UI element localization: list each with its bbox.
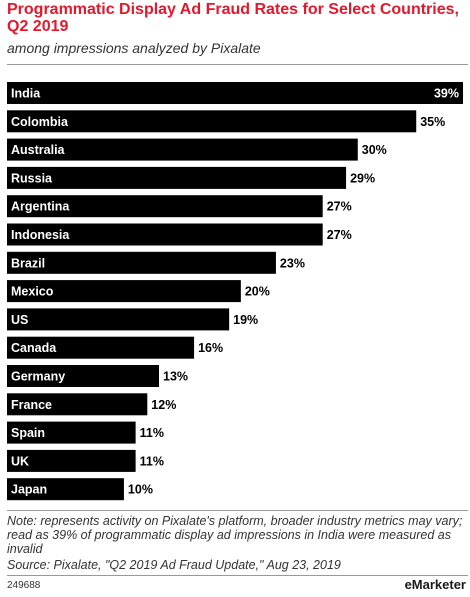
category-label: UK (11, 454, 29, 468)
category-label: Japan (11, 483, 47, 497)
category-label: US (11, 313, 28, 327)
value-label: 35% (420, 115, 445, 129)
category-label: Spain (11, 426, 45, 440)
bar-uk (7, 449, 136, 472)
value-label: 27% (327, 228, 352, 242)
chart-subtitle: among impressions analyzed by Pixalate (7, 40, 261, 56)
category-label: Canada (11, 341, 57, 355)
bar-canada (7, 336, 195, 359)
category-label: India (11, 87, 41, 101)
value-label: 13% (163, 370, 188, 384)
bar-france (7, 393, 148, 416)
bar-japan (7, 478, 124, 501)
value-label: 11% (140, 454, 164, 468)
value-label: 11% (140, 426, 164, 440)
bar-australia (7, 138, 358, 161)
value-label: 29% (350, 171, 375, 185)
chart-id: 249688 (7, 580, 41, 591)
value-label: 39% (434, 87, 459, 101)
bar-spain (7, 421, 136, 444)
bar-argentina (7, 195, 323, 218)
value-label: 10% (128, 483, 153, 497)
category-label: Mexico (11, 285, 54, 299)
bar-russia (7, 166, 347, 189)
category-label: Colombia (11, 115, 69, 129)
bar-germany (7, 365, 159, 387)
chart-title: Programmatic Display Ad Fraud Rates for … (7, 1, 459, 35)
bar-indonesia (7, 223, 323, 246)
bar-brazil (7, 251, 276, 274)
category-label: Germany (11, 370, 65, 384)
value-label: 19% (233, 313, 258, 327)
notes-divider (7, 510, 468, 511)
value-label: 20% (245, 285, 270, 299)
chart-note: Note: represents activity on Pixalate's … (7, 514, 463, 556)
value-label: 16% (198, 341, 223, 355)
category-label: Brazil (11, 256, 45, 270)
bar-chart: India 39% Colombia 35% Australia 30% Russia 29%… (7, 82, 463, 501)
category-label: Russia (11, 171, 53, 185)
bar-india (7, 82, 463, 104)
value-label: 27% (327, 200, 352, 214)
category-label: Australia (11, 143, 66, 157)
value-label: 30% (362, 143, 387, 157)
category-label: Argentina (11, 200, 70, 214)
bar-us (7, 308, 230, 331)
brand-name: Marketer (411, 577, 466, 592)
value-label: 23% (280, 256, 305, 270)
top-divider (7, 64, 468, 65)
bar-mexico (7, 280, 241, 303)
category-label: Indonesia (11, 228, 70, 242)
category-label: France (11, 398, 52, 412)
footer-divider (7, 575, 468, 576)
brand-prefix: e (404, 577, 412, 592)
brand-logo: eMarketer (405, 577, 466, 593)
chart-source: Source: Pixalate, "Q2 2019 Ad Fraud Upda… (7, 558, 341, 572)
value-label: 12% (151, 398, 176, 412)
bar-colombia (7, 110, 417, 133)
